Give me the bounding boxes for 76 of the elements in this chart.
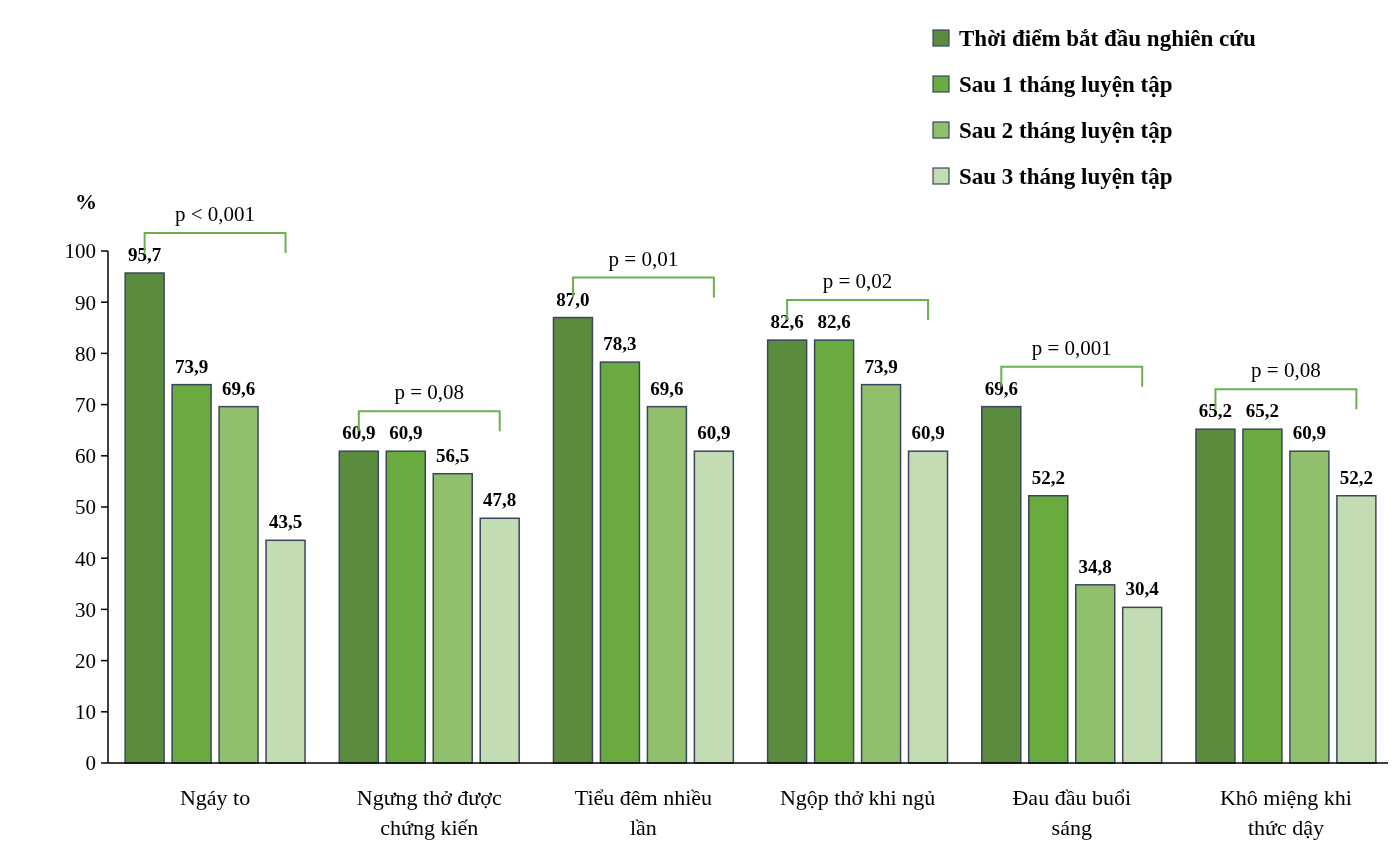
data-label: 52,2 bbox=[1031, 466, 1065, 488]
x-tick-label: Ngưng thở được chứng kiến bbox=[356, 785, 502, 840]
y-axis-title: % bbox=[75, 189, 97, 214]
legend-label: Thời điểm bắt đầu nghiên cứu bbox=[959, 26, 1257, 52]
data-label: 82,6 bbox=[770, 311, 804, 333]
data-label: 30,4 bbox=[1125, 578, 1160, 600]
bar bbox=[385, 450, 427, 764]
bar bbox=[265, 539, 306, 764]
legend-label: Sau 2 tháng luyện tập bbox=[959, 118, 1173, 144]
y-tick-label: 70 bbox=[75, 392, 96, 417]
y-tick-label: 30 bbox=[75, 597, 96, 622]
data-label: 73,9 bbox=[864, 355, 898, 377]
data-label: 65,2 bbox=[1245, 400, 1280, 422]
data-label: 52,2 bbox=[1339, 466, 1373, 488]
x-tick-label: Tiểu đêm nhiều lần bbox=[574, 785, 713, 840]
bar bbox=[907, 450, 949, 764]
data-label: 47,8 bbox=[483, 489, 517, 511]
data-label: 56,5 bbox=[436, 444, 470, 466]
data-label: 73,9 bbox=[174, 355, 209, 377]
y-tick-label: 60 bbox=[75, 444, 96, 469]
annotation: p = 0,08 bbox=[1251, 358, 1321, 383]
x-tick-label: Ngáy to bbox=[179, 785, 251, 810]
bar bbox=[766, 339, 808, 764]
data-label: 69,6 bbox=[650, 377, 684, 399]
annotation: p = 0,02 bbox=[822, 269, 893, 294]
bar bbox=[1195, 428, 1236, 764]
data-label: 60,9 bbox=[389, 422, 423, 444]
y-tick-label: 10 bbox=[75, 700, 96, 725]
y-tick-label: 90 bbox=[75, 290, 96, 315]
bar bbox=[693, 450, 735, 764]
data-label: 60,9 bbox=[911, 422, 945, 444]
x-tick-label: Khô miệng khi thức dậy bbox=[1219, 785, 1352, 840]
bar bbox=[552, 316, 594, 764]
legend-label: Sau 3 tháng luyện tập bbox=[959, 164, 1173, 190]
x-tick-label: Ngộp thở khi ngủ bbox=[779, 785, 936, 810]
bar bbox=[981, 405, 1022, 764]
y-tick-label: 0 bbox=[85, 751, 96, 776]
bar bbox=[432, 472, 473, 764]
bar bbox=[860, 383, 902, 764]
annotation: p = 0,01 bbox=[608, 246, 679, 271]
bar bbox=[1289, 450, 1330, 764]
data-label: 78,3 bbox=[603, 333, 637, 355]
bar bbox=[171, 383, 212, 764]
text: p < 0,001 bbox=[175, 202, 256, 227]
bar bbox=[218, 405, 259, 764]
data-label: 82,6 bbox=[817, 311, 851, 333]
data-label: 60,9 bbox=[697, 422, 731, 444]
data-label: 69,6 bbox=[984, 377, 1018, 399]
y-tick-label: 40 bbox=[75, 546, 96, 571]
legend-label: Sau 1 tháng luyện tập bbox=[959, 72, 1173, 98]
data-label: 95,7 bbox=[128, 244, 162, 266]
bar bbox=[646, 405, 688, 764]
bar bbox=[599, 361, 641, 764]
data-label: 34,8 bbox=[1078, 555, 1112, 577]
bar bbox=[338, 450, 380, 764]
annotation: p = 0,001 bbox=[1031, 335, 1112, 360]
annotation: p = 0,08 bbox=[394, 380, 465, 405]
y-tick-label: 50 bbox=[75, 495, 96, 520]
y-tick-label: 20 bbox=[75, 648, 96, 673]
data-label: 65,2 bbox=[1198, 400, 1233, 422]
x-tick-label: Đau đầu buổi sáng bbox=[1012, 785, 1132, 840]
bar bbox=[479, 517, 520, 764]
data-label: 69,6 bbox=[221, 377, 256, 399]
bar bbox=[1121, 606, 1163, 764]
y-tick-label: 80 bbox=[75, 341, 96, 366]
bar bbox=[1242, 428, 1283, 764]
bar bbox=[1336, 494, 1377, 764]
data-label: 43,5 bbox=[268, 511, 303, 533]
data-label: 60,9 bbox=[1292, 422, 1327, 444]
bar bbox=[124, 272, 165, 764]
data-label: 87,0 bbox=[556, 288, 590, 310]
bar bbox=[1074, 584, 1116, 764]
data-label: 60,9 bbox=[342, 422, 376, 444]
bar bbox=[813, 339, 855, 764]
y-tick-label: 100 bbox=[64, 239, 96, 264]
bar bbox=[1028, 494, 1069, 764]
